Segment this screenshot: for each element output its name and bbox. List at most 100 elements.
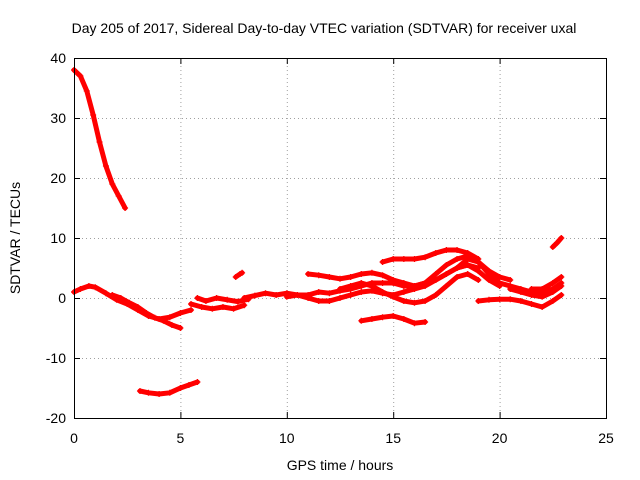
data-point bbox=[198, 304, 205, 310]
data-point bbox=[528, 292, 535, 298]
data-point bbox=[390, 277, 397, 283]
series-track-5 bbox=[188, 301, 248, 312]
data-point bbox=[454, 274, 461, 280]
data-point bbox=[224, 296, 231, 303]
data-point bbox=[475, 277, 482, 283]
data-point bbox=[411, 320, 418, 327]
data-point bbox=[549, 280, 556, 286]
data-point bbox=[496, 274, 503, 280]
series-track-11 bbox=[337, 271, 482, 306]
data-point bbox=[188, 307, 195, 313]
data-point bbox=[143, 310, 150, 316]
data-point bbox=[358, 289, 365, 295]
data-point bbox=[83, 88, 90, 94]
data-point bbox=[337, 286, 343, 292]
series-track-17 bbox=[528, 274, 565, 292]
data-point bbox=[558, 283, 565, 289]
data-point bbox=[454, 265, 461, 271]
data-point bbox=[234, 298, 241, 305]
series-band bbox=[380, 247, 481, 265]
data-point bbox=[411, 299, 418, 306]
data-point bbox=[326, 298, 333, 304]
series-track-16 bbox=[507, 283, 565, 300]
data-point bbox=[283, 293, 290, 300]
data-point bbox=[422, 319, 429, 325]
data-point bbox=[443, 283, 450, 289]
series-track-18 bbox=[549, 235, 565, 250]
data-point bbox=[194, 379, 201, 385]
data-point bbox=[464, 262, 471, 268]
data-point bbox=[443, 262, 450, 268]
data-point bbox=[273, 292, 280, 298]
data-point bbox=[400, 289, 407, 295]
data-point bbox=[496, 296, 503, 303]
data-point bbox=[347, 283, 354, 289]
series-track-15 bbox=[475, 292, 565, 310]
data-point bbox=[102, 163, 109, 169]
y-tick-label: 10 bbox=[50, 230, 66, 246]
data-point bbox=[232, 274, 239, 280]
tick-layer: 0 5 10 15 20 25 -20 -10 0 10 20 30 40 bbox=[46, 50, 614, 446]
data-point bbox=[209, 305, 216, 312]
data-point bbox=[368, 283, 375, 289]
data-point bbox=[177, 310, 184, 316]
data-point bbox=[496, 280, 503, 286]
data-point bbox=[326, 290, 333, 297]
data-point bbox=[305, 295, 312, 301]
data-point bbox=[517, 289, 524, 295]
data-point bbox=[528, 286, 535, 292]
data-point bbox=[454, 256, 461, 262]
x-tick-label: 20 bbox=[492, 430, 508, 446]
series-track-4 bbox=[136, 379, 201, 397]
data-point bbox=[558, 274, 565, 280]
x-tick-label: 0 bbox=[70, 430, 78, 446]
data-point bbox=[432, 292, 439, 298]
data-point bbox=[411, 256, 418, 262]
data-point bbox=[115, 193, 122, 199]
data-point bbox=[422, 254, 429, 261]
grid-layer bbox=[74, 58, 606, 418]
data-point bbox=[337, 295, 343, 301]
series-track-3 bbox=[109, 292, 184, 331]
data-point bbox=[507, 286, 514, 292]
data-point bbox=[432, 250, 439, 256]
data-point bbox=[379, 314, 386, 321]
data-point bbox=[464, 250, 471, 256]
data-point bbox=[422, 280, 429, 286]
y-tick-label: 30 bbox=[50, 110, 66, 126]
data-point bbox=[151, 314, 158, 321]
series-band bbox=[529, 274, 564, 292]
data-point bbox=[379, 289, 386, 295]
data-point bbox=[422, 298, 429, 304]
x-tick-label: 5 bbox=[177, 430, 185, 446]
data-point bbox=[539, 286, 546, 292]
data-point bbox=[96, 139, 103, 145]
data-point bbox=[464, 256, 471, 262]
y-tick-label: 0 bbox=[58, 290, 66, 306]
data-point bbox=[347, 292, 354, 298]
data-layer bbox=[71, 67, 565, 397]
series-track-1 bbox=[71, 67, 129, 211]
data-point bbox=[315, 272, 322, 279]
data-point bbox=[160, 317, 167, 324]
data-point bbox=[379, 259, 386, 265]
data-point bbox=[432, 271, 439, 277]
data-point bbox=[507, 277, 514, 283]
data-point bbox=[126, 299, 133, 306]
data-point bbox=[109, 181, 116, 187]
data-point bbox=[262, 290, 269, 297]
data-point bbox=[185, 382, 192, 388]
data-point bbox=[294, 292, 301, 298]
data-point bbox=[400, 256, 407, 262]
data-point bbox=[85, 283, 92, 289]
data-point bbox=[390, 293, 397, 300]
data-point bbox=[464, 271, 471, 277]
data-point bbox=[337, 275, 343, 282]
series-track-6 bbox=[194, 295, 252, 305]
data-point bbox=[109, 292, 116, 298]
data-point bbox=[368, 316, 375, 322]
data-point bbox=[122, 205, 129, 211]
data-point bbox=[517, 298, 524, 304]
data-point bbox=[202, 298, 209, 304]
data-point bbox=[443, 247, 450, 253]
